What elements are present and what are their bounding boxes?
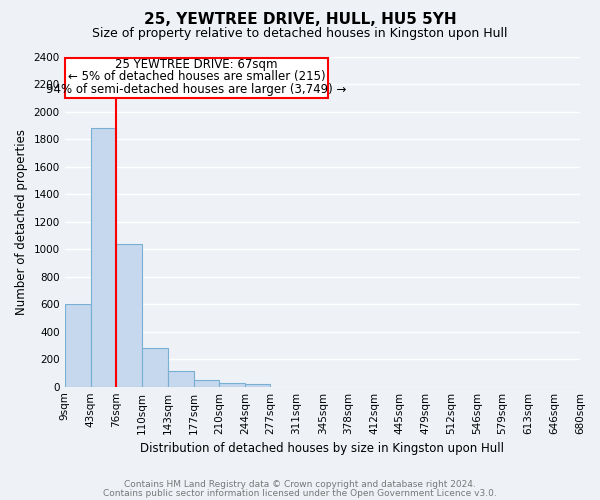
X-axis label: Distribution of detached houses by size in Kingston upon Hull: Distribution of detached houses by size … <box>140 442 505 455</box>
Bar <box>194 380 219 386</box>
Text: Size of property relative to detached houses in Kingston upon Hull: Size of property relative to detached ho… <box>92 28 508 40</box>
Text: Contains public sector information licensed under the Open Government Licence v3: Contains public sector information licen… <box>103 488 497 498</box>
Text: Contains HM Land Registry data © Crown copyright and database right 2024.: Contains HM Land Registry data © Crown c… <box>124 480 476 489</box>
Bar <box>65 304 91 386</box>
Text: 25, YEWTREE DRIVE, HULL, HU5 5YH: 25, YEWTREE DRIVE, HULL, HU5 5YH <box>143 12 457 28</box>
Bar <box>167 371 194 386</box>
Bar <box>116 244 142 386</box>
Text: 25 YEWTREE DRIVE: 67sqm: 25 YEWTREE DRIVE: 67sqm <box>115 58 278 71</box>
Bar <box>245 384 271 386</box>
FancyBboxPatch shape <box>65 58 328 98</box>
Bar <box>219 383 245 386</box>
Bar <box>91 128 116 386</box>
Text: ← 5% of detached houses are smaller (215): ← 5% of detached houses are smaller (215… <box>68 70 325 83</box>
Text: 94% of semi-detached houses are larger (3,749) →: 94% of semi-detached houses are larger (… <box>46 83 347 96</box>
Y-axis label: Number of detached properties: Number of detached properties <box>15 128 28 314</box>
Bar <box>142 348 167 387</box>
